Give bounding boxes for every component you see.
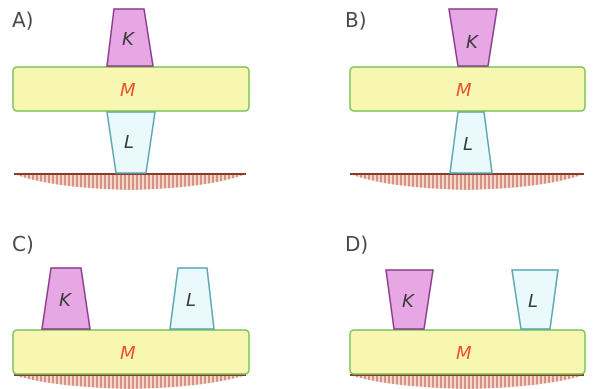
option-b-block-l — [449, 111, 493, 174]
option-a-label: A) — [12, 8, 33, 32]
option-a-block-k — [106, 8, 154, 67]
option-d-block-l — [511, 269, 559, 330]
option-d-block-m-label: M — [456, 343, 472, 364]
option-c-block-k — [41, 267, 91, 330]
option-b: B) L M K — [345, 8, 586, 190]
option-b-block-k — [448, 8, 498, 67]
option-a: A) L M K — [12, 8, 250, 190]
option-a-ground — [14, 174, 246, 190]
option-b-block-k-label: K — [466, 32, 479, 53]
option-c-label: C) — [12, 232, 34, 256]
option-b-label: B) — [345, 8, 367, 32]
option-d-label: D) — [345, 232, 368, 256]
option-a-block-k-label: K — [122, 29, 135, 50]
option-c-block-m-label: M — [120, 343, 136, 364]
option-d-block-k-label: K — [402, 291, 415, 312]
option-b-block-l-label: L — [463, 134, 473, 155]
option-d-block-m — [349, 329, 586, 375]
option-a-block-l-label: L — [124, 132, 134, 153]
option-c: C) M K L — [12, 232, 250, 389]
option-d-ground — [350, 375, 584, 389]
option-d-block-k — [385, 269, 434, 330]
option-c-block-l — [169, 267, 215, 330]
option-b-block-m-label: M — [456, 80, 472, 101]
option-c-block-m — [12, 329, 250, 375]
option-c-block-l-label: L — [186, 290, 196, 311]
option-a-block-m — [12, 66, 250, 112]
option-b-ground — [350, 174, 584, 190]
option-d: D) M K L — [345, 232, 586, 389]
option-c-ground — [14, 375, 246, 389]
option-a-block-l — [106, 111, 156, 174]
option-d-block-l-label: L — [528, 291, 538, 312]
option-b-block-m — [349, 66, 586, 112]
option-c-block-k-label: K — [59, 290, 72, 311]
option-a-block-m-label: M — [120, 80, 136, 101]
